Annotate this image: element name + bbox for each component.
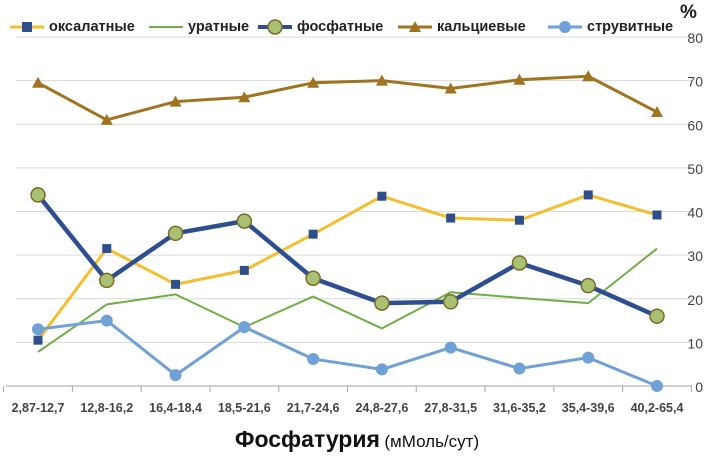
data-point-0 [102,244,112,254]
legend-label-phosphate: фосфатные [297,19,384,35]
legend-marker-urate [149,26,183,28]
data-point-3 [651,106,663,118]
y-tick-label: 10 [687,335,703,351]
y-tick-label: 0 [695,379,703,395]
data-point-0 [446,213,456,223]
x-tick-label: 35,4-39,6 [562,401,615,415]
legend-item-oxalate: оксалатные [10,14,135,40]
x-tick-label: 31,6-35,2 [493,401,546,415]
data-point-3 [582,70,595,82]
x-tick-label: 18,5-21,6 [218,401,271,415]
series-line-3 [37,74,658,122]
legend-item-struvite: струвитные [548,14,673,40]
y-axis-unit: % [680,2,697,23]
series-line-0 [36,193,658,342]
data-point-4 [513,362,526,375]
data-point-2 [374,295,390,311]
data-point-2 [580,277,596,294]
data-point-2 [649,308,665,324]
y-tick-label: 20 [687,292,703,308]
legend-marker-struvite [548,21,582,33]
data-point-3 [32,76,44,88]
x-axis-unit: (мМоль/сут) [384,432,480,451]
data-point-0 [33,335,43,345]
legend-marker-calcium [398,21,432,32]
data-point-3 [100,113,113,125]
x-tick-label: 16,4-18,4 [149,401,202,415]
legend: оксалатные уратные фосфатные кальциевые … [6,14,706,40]
data-point-3 [444,82,457,94]
y-tick-label: 50 [687,161,703,177]
legend-item-calcium: кальциевые [398,14,526,40]
data-point-3 [169,95,182,107]
data-point-4 [238,321,251,334]
x-tick-label: 12,8-16,2 [80,401,133,415]
data-point-4 [169,369,182,382]
data-point-4 [582,351,595,364]
series-line-4 [37,319,658,388]
y-tick-label: 40 [687,205,703,221]
data-point-0 [583,190,593,200]
y-tick-label: 80 [687,30,703,46]
data-point-2 [442,294,459,310]
x-tick-label: 24,8-27,6 [355,401,408,415]
data-point-2 [511,255,528,271]
legend-label-urate: уратные [188,19,250,35]
data-point-4 [444,341,457,354]
x-tick-label: 40,2-65,4 [631,401,684,415]
data-point-0 [171,279,181,289]
data-point-3 [513,73,526,85]
legend-item-urate: уратные [149,14,249,40]
data-point-2 [99,272,115,289]
legend-label-struvite: струвитные [587,19,674,35]
data-point-2 [30,187,46,203]
series-line-1 [37,247,658,353]
data-point-0 [514,215,524,225]
x-tick-label: 2,87-12,7 [12,401,65,415]
y-tick-label: 70 [687,74,703,90]
y-tick-label: 60 [687,117,703,133]
data-point-4 [32,323,44,336]
data-point-2 [305,270,321,286]
data-point-4 [307,352,320,365]
x-tick-label: 27,8-31,5 [424,401,477,415]
y-tick-label: 30 [687,248,703,264]
x-axis-title: Фосфатурия (мМоль/сут) [0,426,714,453]
legend-marker-phosphate [258,19,292,35]
x-axis-label: Фосфатурия [234,426,380,452]
legend-marker-oxalate [10,22,44,32]
x-tick-label: 21,7-24,6 [287,401,340,415]
data-point-0 [239,265,249,275]
data-point-0 [308,229,318,239]
legend-label-calcium: кальциевые [437,19,526,35]
data-point-2 [236,213,253,229]
data-point-3 [238,91,251,103]
data-point-0 [652,210,662,220]
data-point-3 [307,76,320,88]
data-point-4 [100,314,113,327]
data-point-4 [375,363,388,376]
series-line-2 [36,193,658,319]
data-point-2 [167,225,184,242]
data-point-0 [377,191,387,201]
legend-item-phosphate: фосфатные [258,14,383,40]
data-point-4 [651,380,663,392]
legend-label-oxalate: оксалатные [49,19,135,35]
data-point-3 [375,74,388,86]
